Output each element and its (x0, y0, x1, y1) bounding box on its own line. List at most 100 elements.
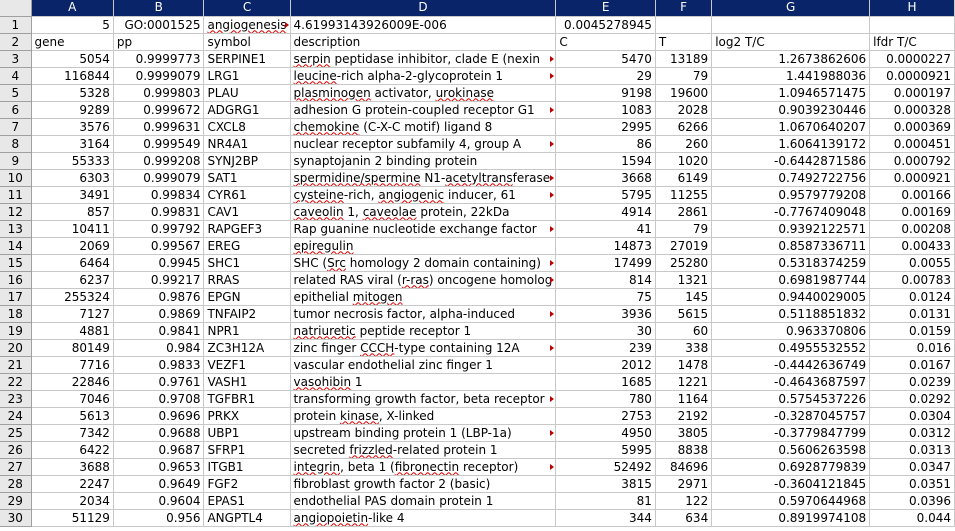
cell-h13[interactable]: 0.00208 (869, 220, 955, 238)
cell-d19[interactable]: natriuretic peptide receptor 1 (290, 322, 557, 340)
cell-b16[interactable]: 0.99217 (113, 271, 205, 289)
cell-b13[interactable]: 0.99792 (113, 220, 205, 238)
cell-g25[interactable]: -0.3779847799 (711, 424, 871, 442)
cell-b23[interactable]: 0.9708 (113, 390, 205, 408)
cell-f26[interactable]: 8838 (655, 441, 713, 459)
cell-d23[interactable]: transforming growth factor, beta recepto… (290, 390, 557, 408)
column-header-a[interactable]: A (31, 0, 114, 17)
cell-e15[interactable]: 17499 (555, 254, 656, 272)
cell-e25[interactable]: 4950 (555, 424, 656, 442)
cell-c1[interactable]: angiogenesis (203, 16, 291, 34)
cell-f21[interactable]: 1478 (655, 356, 713, 374)
cell-f2[interactable]: T (655, 33, 713, 51)
cell-b11[interactable]: 0.99834 (113, 186, 205, 204)
row-header[interactable]: 19 (0, 322, 32, 340)
cell-d25[interactable]: upstream binding protein 1 (LBP-1a) (290, 424, 557, 442)
cell-d3[interactable]: serpin peptidase inhibitor, clade E (nex… (290, 50, 557, 68)
cell-f17[interactable]: 145 (655, 288, 713, 306)
cell-c24[interactable]: PRKX (203, 407, 291, 425)
cell-f28[interactable]: 2971 (655, 475, 713, 493)
cell-d11[interactable]: cysteine-rich, angiogenic inducer, 61 (290, 186, 557, 204)
cell-b21[interactable]: 0.9833 (113, 356, 205, 374)
cell-e29[interactable]: 81 (555, 492, 656, 510)
cell-h23[interactable]: 0.0292 (869, 390, 955, 408)
cell-g1[interactable] (711, 16, 871, 34)
column-header-g[interactable]: G (711, 0, 871, 17)
cell-a15[interactable]: 6464 (31, 254, 114, 272)
cell-c28[interactable]: FGF2 (203, 475, 291, 493)
cell-d26[interactable]: secreted frizzled-related protein 1 (290, 441, 557, 459)
cell-h3[interactable]: 0.0000227 (869, 50, 955, 68)
cell-g3[interactable]: 1.2673862606 (711, 50, 871, 68)
cell-e1[interactable]: 0.0045278945 (555, 16, 656, 34)
cell-a6[interactable]: 9289 (31, 101, 114, 119)
cell-g8[interactable]: 1.6064139172 (711, 135, 871, 153)
cell-f25[interactable]: 3805 (655, 424, 713, 442)
cell-e12[interactable]: 4914 (555, 203, 656, 221)
cell-g27[interactable]: 0.6928779839 (711, 458, 871, 476)
cell-f24[interactable]: 2192 (655, 407, 713, 425)
cell-f3[interactable]: 13189 (655, 50, 713, 68)
row-header[interactable]: 1 (0, 16, 32, 34)
cell-c12[interactable]: CAV1 (203, 203, 291, 221)
cell-c16[interactable]: RRAS (203, 271, 291, 289)
cell-b19[interactable]: 0.9841 (113, 322, 205, 340)
cell-b2[interactable]: pp (113, 33, 205, 51)
row-header[interactable]: 25 (0, 424, 32, 442)
cell-f12[interactable]: 2861 (655, 203, 713, 221)
cell-a25[interactable]: 7342 (31, 424, 114, 442)
cell-b26[interactable]: 0.9687 (113, 441, 205, 459)
cell-h1[interactable] (869, 16, 955, 34)
cell-d4[interactable]: leucine-rich alpha-2-glycoprotein 1 (290, 67, 557, 85)
cell-h27[interactable]: 0.0347 (869, 458, 955, 476)
cell-d16[interactable]: related RAS viral (r-ras) oncogene homol… (290, 271, 557, 289)
cell-f15[interactable]: 25280 (655, 254, 713, 272)
cell-c13[interactable]: RAPGEF3 (203, 220, 291, 238)
cell-c17[interactable]: EPGN (203, 288, 291, 306)
cell-c22[interactable]: VASH1 (203, 373, 291, 391)
cell-h9[interactable]: 0.000792 (869, 152, 955, 170)
row-header[interactable]: 17 (0, 288, 32, 306)
cell-g13[interactable]: 0.9392122571 (711, 220, 871, 238)
cell-e11[interactable]: 5795 (555, 186, 656, 204)
cell-c18[interactable]: TNFAIP2 (203, 305, 291, 323)
cell-e16[interactable]: 814 (555, 271, 656, 289)
cell-a5[interactable]: 5328 (31, 84, 114, 102)
column-header-e[interactable]: E (555, 0, 656, 17)
cell-c21[interactable]: VEZF1 (203, 356, 291, 374)
cell-d8[interactable]: nuclear receptor subfamily 4, group A (290, 135, 557, 153)
cell-e10[interactable]: 3668 (555, 169, 656, 187)
row-header[interactable]: 18 (0, 305, 32, 323)
cell-c9[interactable]: SYNJ2BP (203, 152, 291, 170)
cell-f30[interactable]: 634 (655, 509, 713, 527)
cell-g24[interactable]: -0.3287045757 (711, 407, 871, 425)
cell-b10[interactable]: 0.999079 (113, 169, 205, 187)
cell-h8[interactable]: 0.000451 (869, 135, 955, 153)
cell-g9[interactable]: -0.6442871586 (711, 152, 871, 170)
cell-b12[interactable]: 0.99831 (113, 203, 205, 221)
cell-e6[interactable]: 1083 (555, 101, 656, 119)
cell-e21[interactable]: 2012 (555, 356, 656, 374)
cell-g29[interactable]: 0.5970644968 (711, 492, 871, 510)
cell-a16[interactable]: 6237 (31, 271, 114, 289)
cell-g17[interactable]: 0.9440029005 (711, 288, 871, 306)
row-header[interactable]: 29 (0, 492, 32, 510)
cell-b30[interactable]: 0.956 (113, 509, 205, 527)
cell-d29[interactable]: endothelial PAS domain protein 1 (290, 492, 557, 510)
cell-e20[interactable]: 239 (555, 339, 656, 357)
cell-g11[interactable]: 0.9579779208 (711, 186, 871, 204)
cell-e28[interactable]: 3815 (555, 475, 656, 493)
select-all-corner[interactable] (0, 0, 32, 17)
cell-c26[interactable]: SFRP1 (203, 441, 291, 459)
cell-f8[interactable]: 260 (655, 135, 713, 153)
cell-b28[interactable]: 0.9649 (113, 475, 205, 493)
cell-c7[interactable]: CXCL8 (203, 118, 291, 136)
cell-f16[interactable]: 1321 (655, 271, 713, 289)
cell-f5[interactable]: 19600 (655, 84, 713, 102)
cell-h2[interactable]: lfdr T/C (869, 33, 955, 51)
row-header[interactable]: 22 (0, 373, 32, 391)
cell-c10[interactable]: SAT1 (203, 169, 291, 187)
column-header-h[interactable]: H (869, 0, 955, 17)
cell-e2[interactable]: C (555, 33, 656, 51)
cell-d21[interactable]: vascular endothelial zinc finger 1 (290, 356, 557, 374)
